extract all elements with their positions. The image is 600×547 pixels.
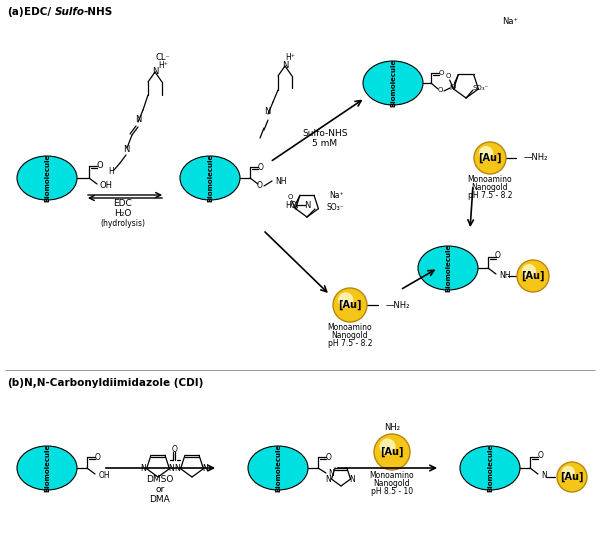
Text: N: N [123, 146, 129, 154]
Text: N: N [449, 85, 455, 91]
Text: (b): (b) [7, 378, 24, 388]
Text: O: O [495, 252, 501, 260]
Text: N,N-Carbonyldiimidazole (CDI): N,N-Carbonyldiimidazole (CDI) [24, 378, 203, 388]
Text: (hydrolysis): (hydrolysis) [101, 219, 146, 229]
Text: O: O [258, 162, 264, 172]
Ellipse shape [248, 446, 308, 490]
Ellipse shape [17, 446, 77, 490]
Ellipse shape [180, 156, 240, 200]
Text: pH 7.5 - 8.2: pH 7.5 - 8.2 [328, 339, 372, 347]
Circle shape [522, 264, 536, 278]
Text: Biomolecule: Biomolecule [487, 444, 493, 492]
Ellipse shape [17, 156, 77, 200]
Text: (a): (a) [7, 7, 23, 17]
Text: N: N [169, 464, 174, 473]
Text: H⁺: H⁺ [158, 61, 168, 71]
Text: NH: NH [499, 271, 511, 280]
Text: O: O [326, 452, 332, 462]
Circle shape [333, 288, 367, 322]
Text: Nanogold: Nanogold [374, 479, 410, 487]
Text: O: O [437, 87, 443, 93]
Ellipse shape [418, 246, 478, 290]
Text: SO₃⁻: SO₃⁻ [473, 85, 489, 91]
Circle shape [557, 462, 587, 492]
Text: Biomolecule: Biomolecule [44, 444, 50, 492]
Text: EDC/: EDC/ [24, 7, 51, 17]
Text: O: O [439, 70, 443, 76]
Text: H: H [108, 167, 114, 177]
Text: N: N [328, 469, 334, 479]
Circle shape [517, 260, 549, 292]
Ellipse shape [460, 446, 520, 490]
Text: Monoamino: Monoamino [328, 323, 373, 331]
Text: DMSO: DMSO [146, 475, 173, 485]
Text: [Au]: [Au] [478, 153, 502, 163]
Text: N: N [326, 475, 331, 484]
Text: N: N [350, 475, 355, 484]
Text: O: O [95, 452, 101, 462]
Circle shape [374, 434, 410, 470]
Text: N: N [152, 67, 158, 77]
Text: pH 7.5 - 8.2: pH 7.5 - 8.2 [468, 191, 512, 201]
Text: OH: OH [100, 181, 113, 189]
Text: O: O [172, 445, 178, 455]
Text: Biomolecule: Biomolecule [44, 154, 50, 202]
Text: or: or [155, 486, 164, 494]
Text: Biomolecule: Biomolecule [445, 244, 451, 292]
Text: OH: OH [99, 470, 110, 480]
Text: Na⁺: Na⁺ [329, 190, 344, 200]
Text: O: O [288, 194, 293, 200]
Text: Na⁺: Na⁺ [502, 18, 518, 26]
Text: N: N [282, 61, 288, 71]
Text: [Au]: [Au] [338, 300, 362, 310]
Text: O: O [451, 84, 456, 90]
Text: H₂O: H₂O [115, 210, 131, 218]
Text: pH 8.5 - 10: pH 8.5 - 10 [371, 486, 413, 496]
Text: CL⁻: CL⁻ [155, 54, 170, 62]
Text: Sulfo: Sulfo [55, 7, 85, 17]
Text: N: N [541, 470, 547, 480]
Text: [Au]: [Au] [521, 271, 545, 281]
Text: EDC: EDC [113, 200, 133, 208]
Text: Nanogold: Nanogold [472, 183, 508, 193]
Text: N: N [141, 464, 146, 473]
Text: Monoamino: Monoamino [467, 176, 512, 184]
Text: -NHS: -NHS [84, 7, 113, 17]
Text: DMA: DMA [149, 496, 170, 504]
Text: —NH₂: —NH₂ [386, 300, 410, 310]
Text: NH₂: NH₂ [384, 422, 400, 432]
Text: N: N [203, 464, 208, 473]
Text: 5 mM: 5 mM [313, 138, 338, 148]
Circle shape [379, 439, 395, 455]
Text: N: N [175, 464, 181, 473]
Ellipse shape [363, 61, 423, 105]
Text: Sulfo-NHS: Sulfo-NHS [302, 129, 348, 137]
Text: O: O [446, 73, 451, 79]
Text: Biomolecule: Biomolecule [275, 444, 281, 492]
Text: HO: HO [286, 201, 297, 210]
Text: H: H [556, 473, 562, 481]
Text: O: O [538, 451, 544, 461]
Text: O: O [257, 181, 263, 189]
Text: [Au]: [Au] [560, 472, 584, 482]
Text: Biomolecule: Biomolecule [390, 59, 396, 107]
Circle shape [474, 142, 506, 174]
Text: O: O [97, 161, 103, 171]
Text: N: N [264, 108, 270, 117]
Text: Monoamino: Monoamino [370, 470, 415, 480]
Text: [Au]: [Au] [380, 447, 404, 457]
Text: H⁺: H⁺ [285, 54, 295, 62]
Text: SO₃⁻: SO₃⁻ [326, 202, 344, 212]
Circle shape [562, 465, 575, 479]
Circle shape [479, 146, 493, 160]
Text: O: O [292, 204, 298, 210]
Text: NH: NH [275, 177, 287, 185]
Text: N: N [135, 115, 141, 125]
Text: Biomolecule: Biomolecule [207, 154, 213, 202]
Text: —NH₂: —NH₂ [524, 154, 548, 162]
Text: N: N [304, 201, 310, 210]
Text: Nanogold: Nanogold [332, 330, 368, 340]
Circle shape [338, 292, 353, 307]
